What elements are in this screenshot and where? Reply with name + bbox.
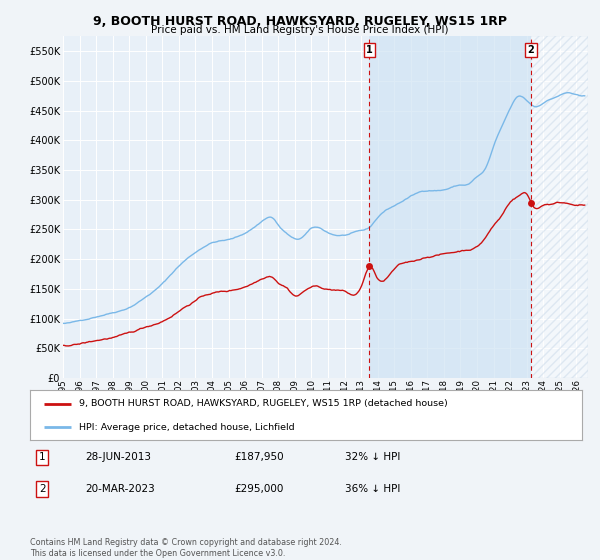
Bar <box>370 36 531 378</box>
Text: £295,000: £295,000 <box>234 484 284 494</box>
Text: Contains HM Land Registry data © Crown copyright and database right 2024.
This d: Contains HM Land Registry data © Crown c… <box>30 538 342 558</box>
Bar <box>531 36 588 378</box>
Text: 1: 1 <box>366 45 373 55</box>
Text: 1: 1 <box>39 452 46 463</box>
Text: £187,950: £187,950 <box>234 452 284 463</box>
Text: Price paid vs. HM Land Registry's House Price Index (HPI): Price paid vs. HM Land Registry's House … <box>151 25 449 35</box>
Text: 2: 2 <box>527 45 534 55</box>
Text: 20-MAR-2023: 20-MAR-2023 <box>85 484 155 494</box>
Text: 32% ↓ HPI: 32% ↓ HPI <box>344 452 400 463</box>
Text: 9, BOOTH HURST ROAD, HAWKSYARD, RUGELEY, WS15 1RP: 9, BOOTH HURST ROAD, HAWKSYARD, RUGELEY,… <box>93 15 507 27</box>
Text: 9, BOOTH HURST ROAD, HAWKSYARD, RUGELEY, WS15 1RP (detached house): 9, BOOTH HURST ROAD, HAWKSYARD, RUGELEY,… <box>79 399 448 408</box>
Text: 36% ↓ HPI: 36% ↓ HPI <box>344 484 400 494</box>
Text: HPI: Average price, detached house, Lichfield: HPI: Average price, detached house, Lich… <box>79 423 294 432</box>
Text: 28-JUN-2013: 28-JUN-2013 <box>85 452 151 463</box>
Text: 2: 2 <box>39 484 46 494</box>
